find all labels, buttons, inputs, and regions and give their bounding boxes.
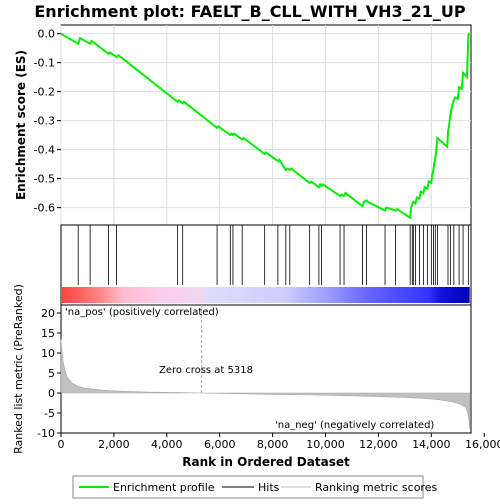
x-tick-label: 4,000: [151, 438, 183, 451]
ranking-y-tick-label: 15: [41, 327, 55, 340]
x-tick-label: 12,000: [359, 438, 398, 451]
ranking-y-tick-label: 5: [48, 367, 55, 380]
enrichment-y-tick-label: -0.3: [34, 115, 55, 128]
ranking-y-tick-label: -10: [37, 427, 55, 440]
enrichment-y-tick-label: -0.1: [34, 57, 55, 70]
x-tick-label: 0: [58, 438, 65, 451]
x-tick-label: 8,000: [257, 438, 289, 451]
x-tick-label: 10,000: [306, 438, 345, 451]
x-tick-label: 2,000: [98, 438, 130, 451]
chart-title: Enrichment plot: FAELT_B_CLL_WITH_VH3_21…: [34, 2, 466, 21]
ranking-y-axis-label: Ranked list metric (PreRanked): [12, 284, 25, 454]
legend: Enrichment profile Hits Ranking metric s…: [73, 476, 437, 498]
x-tick-label: 14,000: [412, 438, 451, 451]
positive-correlation-label: 'na_pos' (positively correlated): [65, 307, 219, 318]
ranking-y-tick-label: -5: [44, 407, 55, 420]
legend-profile-label: Enrichment profile: [113, 481, 215, 494]
enrichment-score-panel: 0.0 -0.1 -0.2 -0.3 -0.4 -0.5 -0.6 Enrichment s…: [14, 25, 471, 225]
rank-colorbar: [61, 287, 470, 303]
enrichment-y-axis-label: Enrichment score (ES): [14, 50, 28, 200]
ranking-y-tick-label: 20: [41, 307, 55, 320]
legend-hits-label: Hits: [258, 481, 280, 494]
ranking-y-tick-label: 0: [48, 387, 55, 400]
ranking-panel-frame: [61, 305, 471, 433]
enrichment-y-tick-label: -0.4: [34, 144, 55, 157]
zero-cross-label: Zero cross at 5318: [159, 365, 253, 376]
enrichment-panel-frame: [61, 25, 471, 225]
enrichment-y-tick-label: -0.2: [34, 86, 55, 99]
enrichment-y-tick-label: -0.6: [34, 202, 55, 215]
x-tick-label: 6,000: [204, 438, 236, 451]
legend-ranking-label: Ranking metric scores: [315, 481, 437, 494]
negative-correlation-label: 'na_neg' (negatively correlated): [275, 420, 434, 431]
x-tick-label: 16,000: [465, 438, 500, 451]
x-axis-label: Rank in Ordered Dataset: [182, 455, 350, 469]
hits-panel: [61, 225, 471, 305]
ranking-y-tick-label: 10: [41, 347, 55, 360]
enrichment-y-tick-label: 0.0: [38, 28, 56, 41]
ranking-metric-panel: 20 15 10 5 0 -5 -10 'na_pos' (positively corre…: [12, 284, 471, 454]
enrichment-y-tick-label: -0.5: [34, 173, 55, 186]
